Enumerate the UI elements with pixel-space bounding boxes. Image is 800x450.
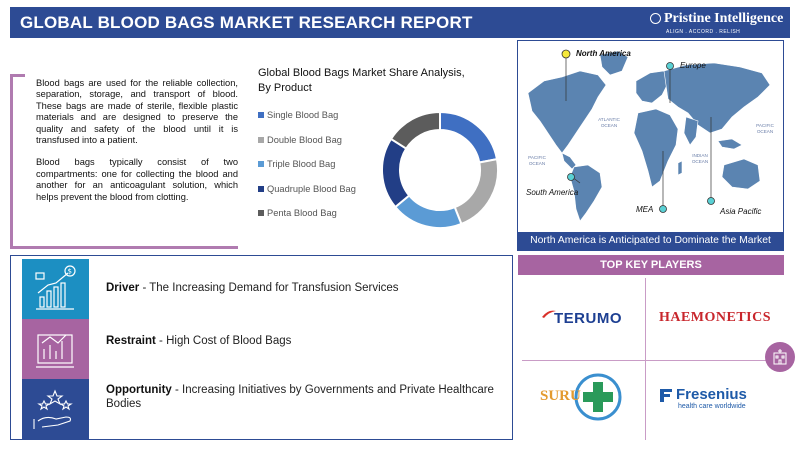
terumo-name: TERUMO	[554, 309, 622, 327]
donut-slice	[381, 137, 411, 209]
key-players-divider-vertical	[645, 278, 646, 440]
description-border	[10, 74, 13, 248]
logo-suru: SURU	[536, 370, 630, 428]
haemonetics-name: HAEMONETICS	[658, 310, 772, 325]
restraint-icon-box	[22, 319, 89, 379]
label-north-america: North America	[576, 49, 631, 58]
land-greenland	[599, 50, 629, 76]
legend-swatch	[258, 161, 264, 167]
legend-label: Double Blood Bag	[267, 134, 342, 145]
description-border-bottom	[10, 246, 238, 249]
legend-swatch	[258, 136, 264, 143]
label-europe: Europe	[680, 61, 706, 70]
ocean-pacific-right: PACIFIC OCEAN	[756, 123, 774, 134]
donut-slice	[389, 110, 441, 150]
driver-icon-box: $	[22, 259, 89, 319]
hospital-icon	[773, 349, 787, 365]
logo-fresenius: Fresenius health care worldwide	[658, 380, 774, 416]
driver-description: - The Increasing Demand for Transfusion …	[139, 282, 399, 294]
terumo-swoosh-icon	[542, 310, 556, 318]
opportunity-description: - Increasing Initiatives by Governments …	[106, 384, 494, 410]
restraint-label: Restraint	[106, 335, 156, 347]
suru-emblem-icon	[574, 373, 622, 421]
svg-text:$: $	[68, 268, 72, 276]
legend-item: Quadruple Blood Bag	[258, 184, 356, 194]
driver-label: Driver	[106, 282, 140, 294]
legend-item: Single Blood Bag	[258, 110, 338, 120]
world-map	[527, 49, 771, 222]
ocean-indian: INDIAN OCEAN	[691, 153, 709, 164]
donut-slice	[453, 157, 499, 226]
donut-chart	[381, 110, 499, 229]
legend-swatch	[258, 112, 264, 118]
description-border-top	[10, 74, 25, 77]
label-south-america: South America	[526, 188, 579, 197]
land-africa	[633, 108, 679, 188]
marker-south-america	[567, 173, 575, 181]
legend-swatch	[258, 210, 264, 216]
opportunity-text: Opportunity - Increasing Initiatives by …	[106, 383, 511, 411]
report-title: GLOBAL BLOOD BAGS MARKET RESEARCH REPORT	[20, 13, 473, 32]
marker-north-america	[561, 49, 571, 59]
chart-title: Global Blood Bags Market Share Analysis,…	[258, 67, 465, 94]
brand-name: Pristine Intelligence	[664, 11, 784, 26]
label-mea: MEA	[636, 205, 654, 214]
ocean-pacific-left: PACIFIC OCEAN	[528, 155, 546, 166]
label-asia-pacific: Asia Pacific	[720, 207, 762, 216]
legend-label: Single Blood Bag	[267, 110, 339, 120]
opportunity-label: Opportunity	[106, 384, 172, 396]
land-south-america	[569, 164, 603, 222]
legend-swatch	[258, 185, 264, 192]
marker-mea	[659, 205, 667, 213]
fresenius-tagline: health care worldwide	[678, 403, 746, 410]
land-indonesia	[717, 138, 743, 150]
donut-slice	[393, 194, 463, 229]
legend-item: Double Blood Bag	[258, 135, 342, 145]
world-map-panel: North America Europe South America MEA A…	[517, 40, 784, 251]
stars-hand-icon	[33, 389, 73, 429]
suru-name: SURU	[540, 388, 581, 404]
restraint-text: Restraint - High Cost of Blood Bags	[106, 334, 511, 348]
land-india	[683, 116, 699, 146]
donut-slice	[439, 110, 499, 164]
description: Blood bags are used for the reliable col…	[36, 78, 238, 214]
opportunity-icon-box	[22, 379, 89, 439]
globe-icon	[650, 13, 661, 24]
land-north-america	[527, 70, 607, 154]
land-madagascar	[677, 160, 683, 176]
fresenius-f-icon	[660, 388, 672, 402]
land-central-america	[561, 152, 577, 170]
legend-item: Penta Blood Bag	[258, 208, 337, 218]
bar-chart-icon	[36, 334, 74, 368]
restraint-description: - High Cost of Blood Bags	[155, 335, 292, 347]
description-paragraph-2: Blood bags typically consist of two comp…	[36, 157, 238, 202]
legend-label: Quadruple Blood Bag	[267, 183, 356, 194]
legend-label: Triple Blood Bag	[267, 159, 336, 169]
brand-tagline: ALIGN . ACCORD . RELISH	[666, 29, 741, 35]
dro-panel: $ Driver - The Increasing Demand for Tra…	[10, 255, 513, 440]
legend-label: Penta Blood Bag	[267, 208, 337, 218]
legend-item: Triple Blood Bag	[258, 159, 335, 169]
land-europe	[635, 70, 669, 104]
description-paragraph-1: Blood bags are used for the reliable col…	[36, 78, 238, 146]
land-australia	[721, 158, 761, 190]
land-asia	[663, 62, 771, 134]
report-header: GLOBAL BLOOD BAGS MARKET RESEARCH REPORT…	[10, 7, 790, 38]
driver-text: Driver - The Increasing Demand for Trans…	[106, 281, 511, 295]
logo-terumo: TERUMO	[528, 300, 636, 336]
hospital-badge	[765, 342, 795, 372]
marker-asia-pacific	[707, 197, 715, 205]
map-banner: North America is Anticipated to Dominate…	[518, 232, 783, 250]
logo-haemonetics: HAEMONETICS	[656, 303, 774, 333]
marker-europe	[666, 62, 674, 70]
fresenius-name: Fresenius	[676, 386, 747, 403]
key-players-divider-horizontal	[522, 360, 780, 361]
ocean-atlantic: ATLANTIC OCEAN	[598, 117, 620, 128]
key-players-title: TOP KEY PLAYERS	[518, 255, 784, 275]
chart-growth-icon: $	[35, 265, 76, 310]
